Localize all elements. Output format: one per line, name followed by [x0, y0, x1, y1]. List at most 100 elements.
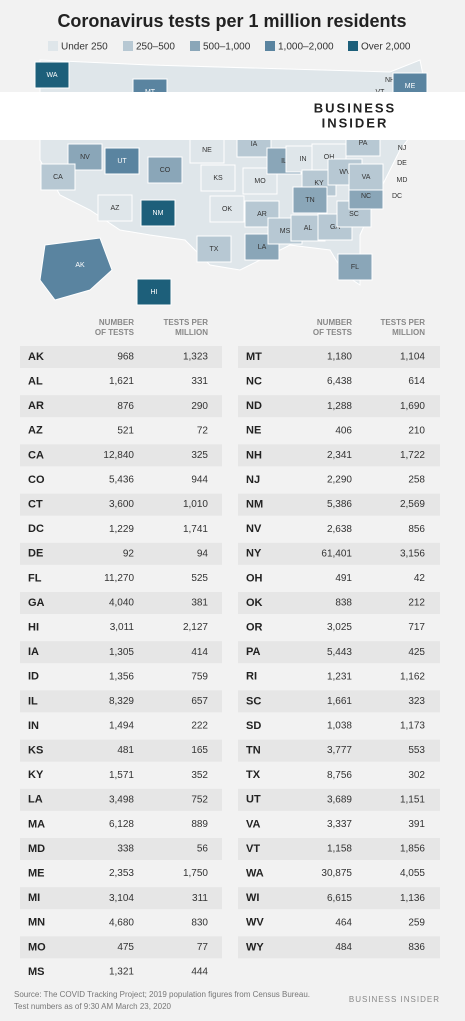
tests-count: 876 — [117, 401, 134, 412]
state-shape — [196, 235, 232, 263]
tests-per-million: 657 — [191, 696, 208, 707]
state-shape — [189, 136, 225, 164]
row-background — [20, 665, 222, 688]
state-code: WY — [246, 941, 264, 953]
tests-count: 6,615 — [327, 893, 352, 904]
state-shape — [104, 147, 140, 175]
state-shape — [136, 278, 172, 306]
tests-count: 3,025 — [327, 622, 352, 633]
state-shape — [147, 156, 183, 184]
state-code: VA — [246, 818, 261, 830]
row-background — [20, 813, 222, 836]
tests-per-million: 72 — [197, 425, 209, 436]
row-background — [20, 592, 222, 614]
tests-count: 1,321 — [109, 967, 134, 978]
state-code: OR — [246, 622, 263, 634]
tests-count: 1,661 — [327, 696, 352, 707]
state-label: DE — [397, 160, 407, 167]
row-background — [20, 542, 222, 565]
row-background — [20, 715, 222, 737]
tests-per-million: 614 — [408, 376, 425, 387]
state-code: MS — [28, 966, 45, 978]
tests-count: 2,353 — [109, 868, 134, 879]
legend-swatch — [190, 41, 200, 51]
row-background — [238, 518, 440, 541]
tests-count: 491 — [335, 573, 352, 584]
state-code: DC — [28, 523, 44, 535]
state-code: NJ — [246, 474, 260, 486]
row-background — [20, 739, 222, 762]
state-code: GA — [28, 597, 45, 609]
column-header: OF TESTS — [313, 328, 353, 337]
state-label: TN — [305, 197, 314, 204]
state-code: IL — [28, 695, 38, 707]
tests-count: 1,158 — [327, 844, 352, 855]
tests-count: 1,231 — [327, 671, 352, 682]
tests-per-million: 1,162 — [400, 671, 425, 682]
tests-count: 3,104 — [109, 893, 134, 904]
row-background — [20, 616, 222, 639]
state-code: MA — [28, 818, 45, 830]
state-code: KY — [28, 769, 44, 781]
tests-count: 6,128 — [109, 819, 134, 830]
column-header: OF TESTS — [95, 328, 135, 337]
tests-per-million: 856 — [408, 524, 425, 535]
state-code: DE — [28, 548, 43, 560]
tests-per-million: 42 — [414, 573, 426, 584]
row-background — [20, 788, 222, 811]
tests-count: 838 — [335, 598, 352, 609]
tests-per-million: 444 — [191, 967, 208, 978]
tests-count: 3,777 — [327, 745, 352, 756]
note: Test numbers as of 9:30 AM March 23, 202… — [14, 1002, 172, 1011]
state-shape — [34, 61, 70, 89]
tests-count: 1,356 — [109, 671, 134, 682]
alaska-shape — [39, 237, 113, 301]
row-background — [238, 419, 440, 442]
row-background — [238, 469, 440, 491]
state-label: UT — [117, 158, 127, 165]
tests-count: 4,680 — [109, 917, 134, 928]
column-header: TESTS PER — [381, 318, 426, 327]
tests-per-million: 944 — [191, 475, 208, 486]
state-label: ME — [405, 83, 416, 90]
state-label: MO — [254, 178, 266, 185]
state-code: ME — [28, 868, 45, 880]
row-background — [20, 690, 222, 713]
state-shape — [97, 194, 133, 222]
state-code: VT — [246, 843, 260, 855]
legend-label: 500–1,000 — [203, 42, 251, 53]
tests-per-million: 56 — [197, 844, 209, 855]
row-background — [238, 370, 440, 393]
tests-per-million: 325 — [191, 450, 208, 461]
row-background — [238, 567, 440, 590]
tests-per-million: 259 — [408, 917, 425, 928]
legend-label: 1,000–2,000 — [278, 42, 334, 53]
state-shape — [292, 186, 328, 214]
row-background — [238, 838, 440, 860]
state-label: WA — [46, 72, 57, 79]
state-label: KS — [213, 175, 223, 182]
column-header: NUMBER — [99, 318, 134, 327]
state-code: WV — [246, 917, 264, 929]
state-shape — [140, 199, 176, 227]
footer-brand: BUSINESS INSIDER — [349, 995, 440, 1004]
row-background — [20, 469, 222, 491]
state-shape — [40, 163, 76, 191]
state-code: LA — [28, 794, 43, 806]
row-background — [238, 739, 440, 762]
state-code: AZ — [28, 425, 43, 437]
state-code: NM — [246, 499, 263, 511]
state-code: SC — [246, 695, 261, 707]
tests-count: 4,040 — [109, 598, 134, 609]
row-background — [238, 764, 440, 787]
tests-count: 3,689 — [327, 794, 352, 805]
banner-line: INSIDER — [322, 115, 389, 130]
tests-per-million: 425 — [408, 647, 425, 658]
tests-per-million: 525 — [191, 573, 208, 584]
state-label: FL — [351, 264, 359, 271]
tests-count: 968 — [117, 352, 134, 363]
tests-per-million: 1,136 — [400, 893, 425, 904]
state-code: ND — [246, 400, 262, 412]
row-background — [238, 715, 440, 737]
